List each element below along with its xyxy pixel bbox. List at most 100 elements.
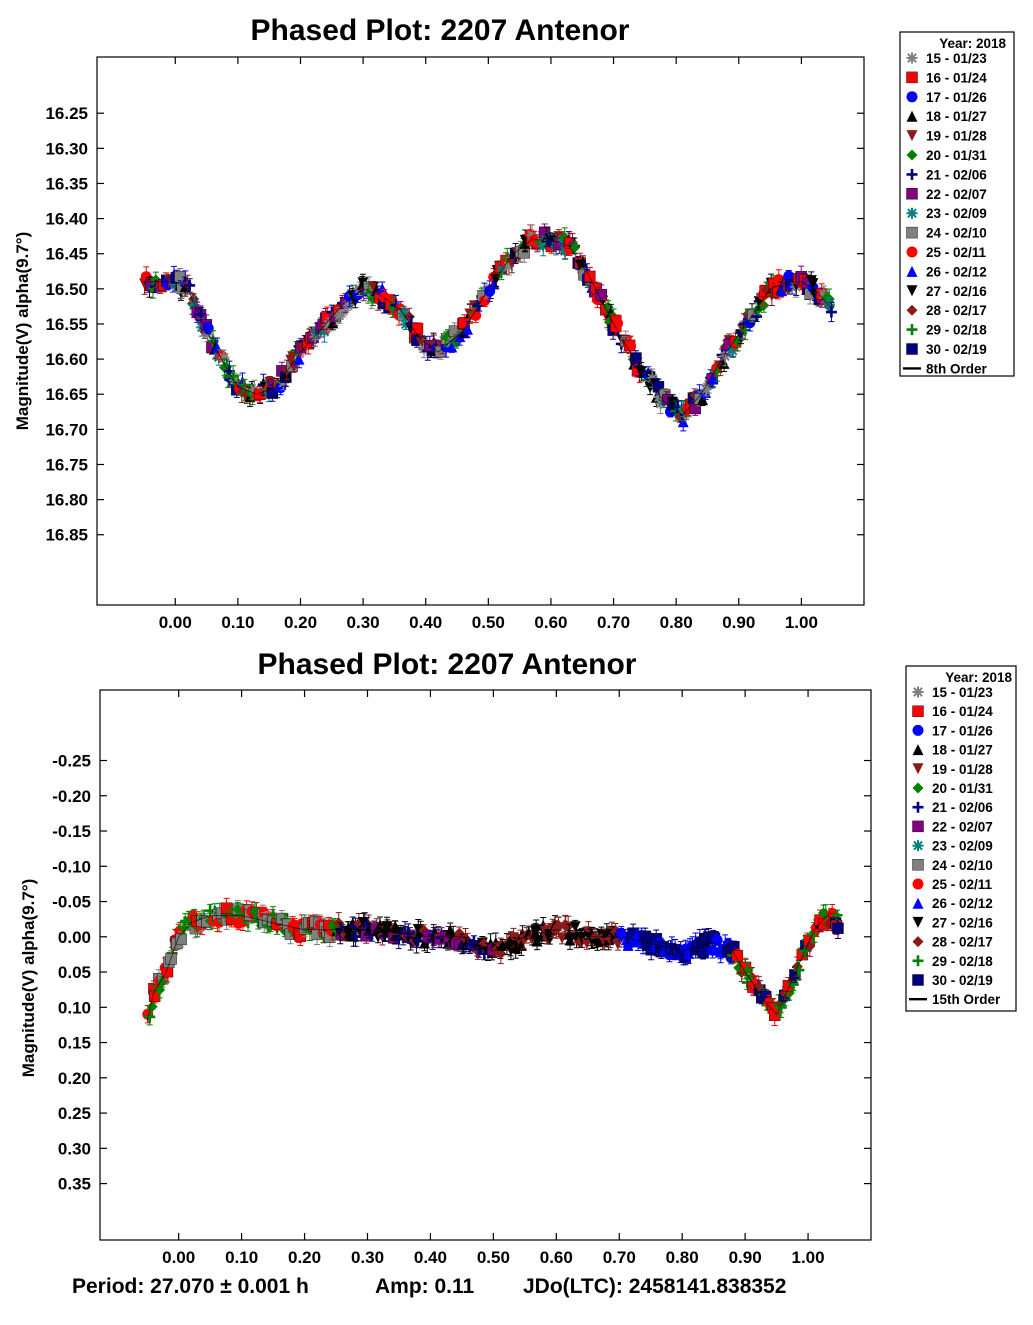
- data-point: [569, 921, 581, 933]
- data-point: [446, 341, 458, 353]
- legend-label: 25 - 02/11: [926, 245, 987, 260]
- legend-marker: [906, 188, 918, 200]
- legend-label: 23 - 02/09: [926, 206, 987, 221]
- x-tick-label: 0.20: [284, 613, 317, 632]
- data-point: [503, 260, 515, 272]
- y-tick-label: 16.55: [45, 315, 88, 334]
- legend-label: 17 - 01/26: [926, 90, 987, 105]
- y-tick-label: -0.25: [52, 752, 91, 771]
- data-point: [697, 394, 709, 406]
- legend-label: 16 - 01/24: [926, 70, 987, 85]
- legend-box: [905, 665, 1017, 1012]
- data-point: [577, 256, 589, 268]
- legend-label: 27 - 02/16: [932, 915, 993, 930]
- data-point: [218, 352, 230, 364]
- legend-marker: [912, 897, 924, 909]
- legend-label: 21 - 02/06: [932, 800, 993, 815]
- y-tick-label: 16.60: [45, 350, 88, 369]
- legend-box: [899, 31, 1015, 377]
- data-point: [156, 976, 168, 988]
- y-tick-label: 0.00: [58, 928, 91, 947]
- phased-plot-top: Phased Plot: 2207 Antenor Magnitude(V) a…: [13, 14, 1015, 632]
- fit-curve: [146, 914, 840, 1022]
- legend-marker: [912, 686, 924, 698]
- data-point: [318, 326, 330, 338]
- legend-title: Year: 2018: [939, 36, 1006, 51]
- legend-marker: [912, 801, 924, 813]
- x-tick-label: 0.80: [660, 613, 693, 632]
- legend-marker: [912, 859, 924, 871]
- data-point: [309, 331, 321, 343]
- data-point: [823, 298, 835, 310]
- data-point: [719, 350, 731, 362]
- data-point: [376, 283, 388, 295]
- x-tick-label: 0.40: [409, 613, 442, 632]
- x-tick-label: 0.60: [534, 613, 567, 632]
- data-point: [563, 928, 575, 940]
- legend-marker: [912, 744, 924, 756]
- legend-label: 24 - 02/10: [932, 858, 993, 873]
- phased-plot-bottom: Phased Plot: 2207 Antenor Magnitude(V) a…: [19, 648, 1017, 1298]
- legend-marker: [906, 130, 918, 142]
- x-tick-label: 1.00: [785, 613, 818, 632]
- legend-marker: [906, 71, 918, 84]
- data-point: [697, 947, 709, 959]
- legend-marker: [912, 820, 924, 833]
- data-point: [530, 924, 542, 936]
- legend-label: 19 - 01/28: [932, 762, 993, 777]
- x-tick-label: 0.50: [472, 613, 505, 632]
- legend-marker: [906, 226, 918, 239]
- data-point: [793, 964, 805, 976]
- data-point: [700, 384, 712, 396]
- legend-label: 30 - 02/19: [926, 342, 987, 357]
- legend-label: 15 - 01/23: [932, 685, 993, 700]
- legend-label: 29 - 02/18: [926, 323, 987, 338]
- legend-marker: [906, 343, 918, 355]
- data-point: [537, 240, 549, 252]
- legend-label: 18 - 01/27: [932, 743, 993, 758]
- data-point: [188, 299, 200, 311]
- x-tick-label: 0.20: [288, 1248, 321, 1267]
- y-tick-label: 0.25: [58, 1104, 91, 1123]
- legend-label: 15 - 01/23: [926, 51, 987, 66]
- y-tick-label: 0.35: [58, 1175, 91, 1194]
- x-tick-label: 0.60: [540, 1248, 573, 1267]
- legend-marker: [906, 149, 918, 161]
- legend-label: 21 - 02/06: [926, 167, 987, 182]
- legend-label: 15th Order: [932, 992, 1001, 1007]
- data-point: [818, 288, 830, 300]
- data-point: [201, 328, 213, 340]
- x-tick-label: 0.90: [729, 1248, 762, 1267]
- legend-label: 22 - 02/07: [932, 819, 993, 834]
- y-tick-label: 0.30: [58, 1139, 91, 1158]
- data-point: [832, 922, 844, 934]
- legend-label: 26 - 02/12: [926, 264, 987, 279]
- x-tick-label: 0.00: [162, 1248, 195, 1267]
- data-point: [753, 981, 765, 993]
- data-point: [703, 379, 715, 391]
- legend-label: 19 - 01/28: [926, 129, 987, 144]
- data-point: [184, 279, 196, 291]
- data-point: [238, 379, 250, 391]
- x-tick-label: 0.70: [597, 613, 630, 632]
- y-tick-label: 16.70: [45, 420, 88, 439]
- x-tick-label: 0.10: [225, 1248, 258, 1267]
- y-tick-label: 0.20: [58, 1069, 91, 1088]
- data-point: [322, 319, 334, 331]
- legend-marker: [906, 324, 918, 336]
- y-tick-label: 16.85: [45, 526, 88, 545]
- x-tick-label: 0.00: [159, 613, 192, 632]
- legend-marker: [912, 955, 924, 967]
- legend: Year: 2018 15 - 01/23 16 - 01/24 17 - 01/2…: [899, 31, 1015, 377]
- data-point: [804, 940, 816, 952]
- legend-marker: [912, 724, 924, 736]
- data-point: [337, 305, 349, 317]
- data-point: [418, 343, 430, 355]
- legend-marker: [906, 265, 918, 277]
- y-tick-label: 16.40: [45, 210, 88, 229]
- y-tick-label: 16.65: [45, 385, 88, 404]
- data-point: [497, 262, 509, 274]
- data-point: [783, 270, 795, 282]
- period-label: Period: 27.070 ± 0.001 h: [72, 1275, 309, 1298]
- data-point: [612, 938, 624, 950]
